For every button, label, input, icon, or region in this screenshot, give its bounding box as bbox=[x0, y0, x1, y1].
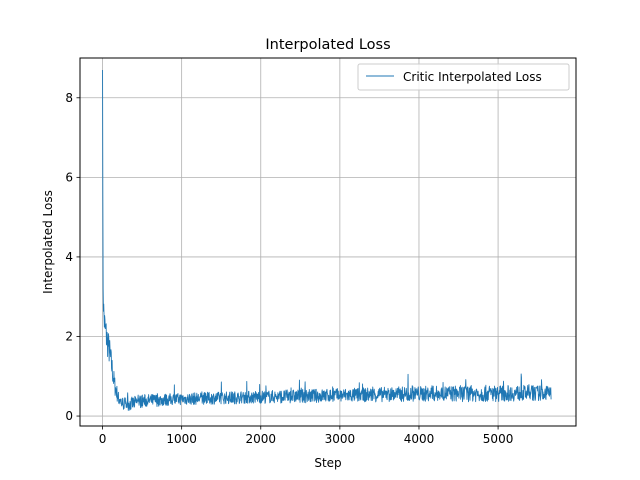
legend: Critic Interpolated Loss bbox=[357, 63, 570, 91]
legend-box bbox=[357, 63, 570, 91]
legend-label: Critic Interpolated Loss bbox=[403, 70, 542, 84]
y-tick-label: 2 bbox=[65, 329, 73, 343]
y-axis-ticks: 0 2 4 6 8 bbox=[65, 91, 80, 423]
x-tick-label: 3000 bbox=[325, 432, 356, 446]
x-axis-label: Step bbox=[314, 456, 341, 470]
plot-frame bbox=[79, 57, 577, 427]
y-tick-label: 6 bbox=[65, 170, 73, 184]
grid-lines bbox=[80, 58, 576, 426]
y-tick-label: 4 bbox=[65, 250, 73, 264]
x-tick-label: 2000 bbox=[245, 432, 276, 446]
plot-area bbox=[80, 58, 576, 426]
y-axis-label: Interpolated Loss bbox=[41, 190, 55, 294]
x-tick-label: 1000 bbox=[166, 432, 197, 446]
y-tick-label: 8 bbox=[65, 91, 73, 105]
x-tick-label: 4000 bbox=[404, 432, 435, 446]
y-tick-label: 0 bbox=[65, 409, 73, 423]
chart-title: Interpolated Loss bbox=[265, 37, 390, 53]
x-tick-label: 0 bbox=[99, 432, 107, 446]
x-tick-label: 5000 bbox=[483, 432, 514, 446]
series-layer bbox=[102, 69, 552, 411]
x-axis-ticks: 0 1000 2000 3000 4000 5000 bbox=[99, 426, 514, 446]
series-line-0 bbox=[102, 69, 552, 411]
